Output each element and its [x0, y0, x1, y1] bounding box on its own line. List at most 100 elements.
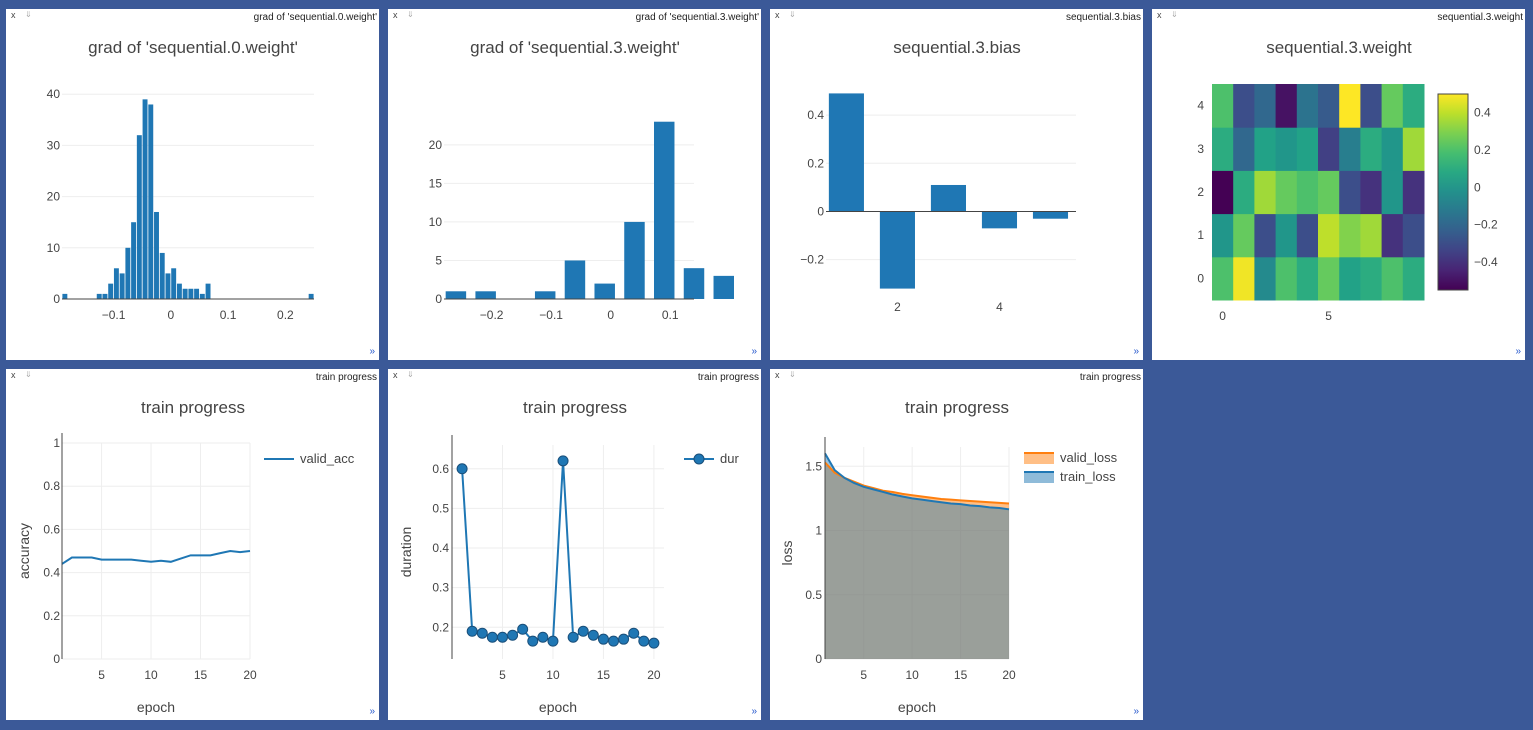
data-point [587, 629, 599, 641]
y-tick-label: 30 [47, 138, 61, 152]
heatmap-cell [1402, 127, 1425, 171]
pane-train-progress-accuracy[interactable]: x ⇓ train progress » train progress valid_acc… [6, 369, 379, 720]
pin-icon[interactable]: ⇓ [25, 10, 32, 19]
bar [136, 135, 142, 299]
pane-header: x ⇓ grad of 'sequential.0.weight' [6, 9, 379, 25]
bar [308, 293, 314, 299]
heatmap-cell [1339, 127, 1361, 171]
close-icon[interactable]: x [775, 370, 780, 380]
bar [564, 260, 586, 299]
legend-marker [693, 453, 705, 465]
series-line [824, 461, 1010, 505]
x-tick-label: 0 [607, 308, 614, 322]
pane-grad-sequential-3-weight[interactable]: x ⇓ grad of 'sequential.3.weight' » grad of … [388, 9, 761, 360]
pane-name: grad of 'sequential.3.weight' [635, 12, 759, 23]
y-tick-label: 0 [815, 652, 822, 666]
resize-icon[interactable]: » [1133, 706, 1139, 717]
heatmap-cell [1339, 170, 1361, 215]
close-icon[interactable]: x [11, 370, 16, 380]
y-tick-label: 0.5 [805, 588, 822, 602]
heatmap-cell [1254, 127, 1277, 171]
bar [165, 273, 171, 299]
heatmap-cell [1212, 170, 1234, 215]
y-tick-label: 0 [53, 292, 60, 306]
bar [182, 288, 188, 299]
y-tick-label: 10 [429, 215, 443, 229]
y-tick-label: 40 [47, 87, 61, 101]
bar [194, 288, 200, 299]
heatmap-cell [1296, 256, 1319, 301]
pane-header: x ⇓ train progress [388, 369, 761, 385]
y-axis-title: accuracy [16, 523, 32, 579]
close-icon[interactable]: x [11, 10, 16, 20]
data-point [476, 627, 488, 639]
resize-icon[interactable]: » [751, 346, 757, 357]
pin-icon[interactable]: ⇓ [407, 10, 414, 19]
heatmap-cell [1296, 127, 1319, 171]
bar [176, 283, 182, 299]
resize-icon[interactable]: » [369, 346, 375, 357]
x-axis-title: epoch [898, 699, 936, 715]
y-tick-label: 0.5 [432, 501, 449, 515]
chart-svg: sequential.3.weight 0 5 0 1 2 3 4 0.4 0.2 0 −0.2 −0.… [1197, 38, 1498, 323]
resize-icon[interactable]: » [751, 706, 757, 717]
bar [930, 184, 966, 212]
pane-train-progress-duration[interactable]: x ⇓ train progress » train progress dur epoch d… [388, 369, 761, 720]
y-tick-label: 0.6 [432, 462, 449, 476]
x-tick-label: 0.1 [662, 308, 679, 322]
resize-icon[interactable]: » [369, 706, 375, 717]
y-tick-label: 0.4 [807, 108, 824, 122]
heatmap-cell [1318, 256, 1340, 301]
pane-train-progress-loss[interactable]: x ⇓ train progress » train progress valid_los… [770, 369, 1143, 720]
pane-sequential-3-bias[interactable]: x ⇓ sequential.3.bias » sequential.3.bias 2 4 −… [770, 9, 1143, 360]
y-axis-title: duration [398, 527, 414, 578]
heatmap-cell [1360, 256, 1383, 301]
x-tick-label: 20 [647, 668, 661, 682]
bar [1032, 211, 1069, 219]
heatmap-cell [1318, 84, 1340, 128]
pin-icon[interactable]: ⇓ [407, 370, 414, 379]
y-tick-label: 0 [435, 292, 442, 306]
close-icon[interactable]: x [393, 370, 398, 380]
close-icon[interactable]: x [1157, 10, 1162, 20]
heatmap-cell [1275, 170, 1298, 215]
x-tick-label: −0.1 [102, 308, 126, 322]
heatmap-cell [1212, 256, 1234, 301]
pane-name: sequential.3.weight [1437, 12, 1523, 23]
data-point [507, 629, 519, 641]
pin-icon[interactable]: ⇓ [1171, 10, 1178, 19]
pin-icon[interactable]: ⇓ [789, 10, 796, 19]
pane-grad-sequential-0-weight[interactable]: x ⇓ grad of 'sequential.0.weight' » grad of … [6, 9, 379, 360]
x-tick-label: 20 [243, 668, 257, 682]
y-tick-label: 1 [815, 524, 822, 538]
bar [199, 293, 205, 299]
data-point [466, 625, 478, 637]
pin-icon[interactable]: ⇓ [789, 370, 796, 379]
chart-title: grad of 'sequential.3.weight' [470, 38, 680, 57]
y-axis-title: loss [779, 541, 795, 566]
bar [188, 288, 194, 299]
y-tick-label: 20 [47, 190, 61, 204]
area-fill [825, 462, 1009, 659]
bar [159, 252, 165, 299]
heatmap-cell [1381, 213, 1404, 258]
series-line [61, 549, 251, 565]
data-point [547, 635, 559, 647]
close-icon[interactable]: x [775, 10, 780, 20]
pin-icon[interactable]: ⇓ [25, 370, 32, 379]
y-tick-label: 15 [429, 176, 443, 190]
y-tick-label: 2 [1197, 185, 1204, 199]
bar [171, 268, 177, 299]
pane-header: x ⇓ sequential.3.weight [1152, 9, 1525, 25]
legend-label: valid_acc [300, 451, 355, 466]
close-icon[interactable]: x [393, 10, 398, 20]
heatmap-cell [1318, 213, 1340, 258]
resize-icon[interactable]: » [1133, 346, 1139, 357]
resize-icon[interactable]: » [1515, 346, 1521, 357]
colorbar [1437, 93, 1469, 291]
heatmap-cell [1254, 170, 1277, 215]
heatmap-cell [1318, 127, 1340, 171]
colorbar-tick-label: 0 [1474, 180, 1481, 194]
pane-sequential-3-weight[interactable]: x ⇓ sequential.3.weight » sequential.3.weigh… [1152, 9, 1525, 360]
bar [445, 291, 467, 299]
